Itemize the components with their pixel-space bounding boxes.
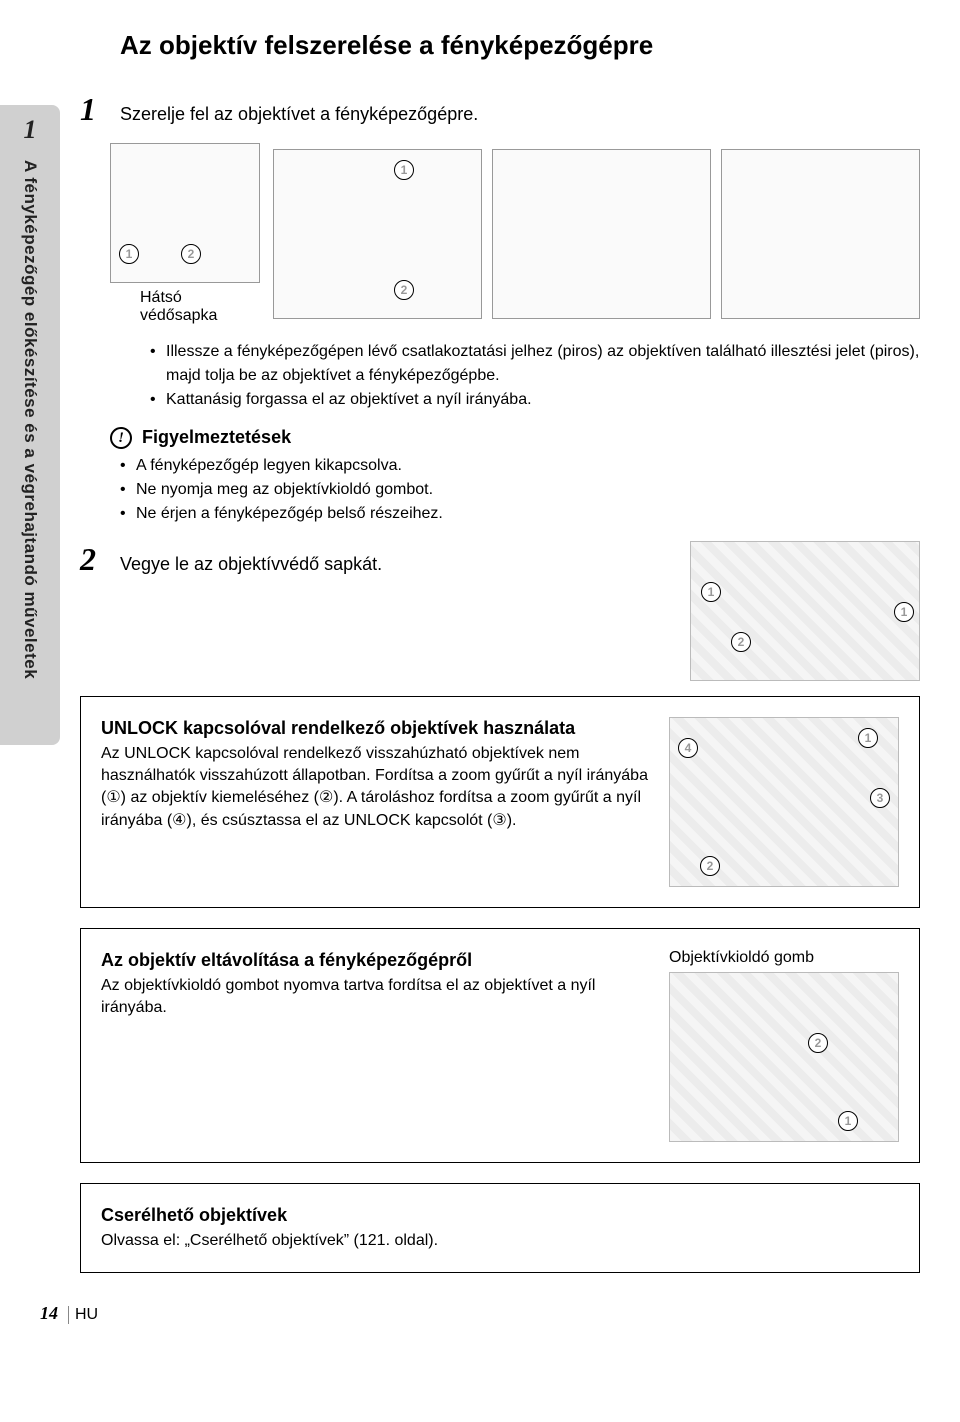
bullet-item: Illessze a fényképezőgépen lévő csatlako…	[150, 340, 920, 388]
warnings-heading: ! Figyelmeztetések	[110, 427, 920, 449]
bullet-item: A fényképezőgép legyen kikapcsolva.	[120, 454, 920, 478]
step-number: 2	[80, 541, 120, 578]
info-box-unlock: UNLOCK kapcsolóval rendelkező objektívek…	[80, 696, 920, 908]
language-code: HU	[68, 1306, 98, 1324]
page: 1 A fényképezőgép előkészítése és a végr…	[0, 0, 960, 1354]
info-body: Az UNLOCK kapcsolóval rendelkező visszah…	[101, 743, 649, 833]
page-footer: 14 HU	[40, 1303, 920, 1324]
bullet-list-attach: Illessze a fényképezőgépen lévő csatlako…	[150, 340, 920, 412]
step-number: 1	[80, 91, 120, 128]
figure-remove-cap: 1 2 1	[690, 541, 920, 681]
figure-attach-lens-row: 1 2 Hátsó védősapka 1 2	[80, 143, 920, 325]
warnings-title-text: Figyelmeztetések	[142, 427, 291, 447]
step-1: 1 Szerelje fel az objektívet a fényképez…	[80, 91, 920, 128]
figure-rear-cap: 1 2	[110, 143, 260, 283]
figure-camera-body: 1 2	[273, 149, 482, 319]
info-body: Olvassa el: „Cserélhető objektívek” (121…	[101, 1230, 899, 1252]
warnings-list: A fényképezőgép legyen kikapcsolva. Ne n…	[120, 454, 920, 526]
caution-icon: !	[110, 427, 132, 449]
info-box-remove: Az objektív eltávolítása a fényképezőgép…	[80, 928, 920, 1163]
figure-rear-cap-label: Hátsó védősapka	[140, 289, 263, 325]
figure-mount-rotate	[721, 149, 920, 319]
info-title: Cserélhető objektívek	[101, 1204, 899, 1227]
bullet-item: Ne érjen a fényképezőgép belső részeihez…	[120, 502, 920, 526]
figure-unlock-lens: 1 2 3 4	[669, 717, 899, 887]
bullet-item: Ne nyomja meg az objektívkioldó gombot.	[120, 478, 920, 502]
step-text: Szerelje fel az objektívet a fényképezőg…	[120, 102, 478, 127]
chapter-tab: 1 A fényképezőgép előkészítése és a végr…	[0, 105, 60, 745]
info-title: UNLOCK kapcsolóval rendelkező objektívek…	[101, 717, 649, 740]
chapter-number: 1	[24, 115, 37, 145]
figure-mount-align	[492, 149, 711, 319]
step-2: 2 Vegye le az objektívvédő sapkát.	[80, 541, 690, 578]
page-title: Az objektív felszerelése a fényképezőgép…	[120, 30, 920, 61]
info-title: Az objektív eltávolítása a fényképezőgép…	[101, 949, 649, 972]
figure-label: Objektívkioldó gomb	[669, 949, 899, 967]
page-number: 14	[40, 1303, 58, 1324]
info-body: Az objektívkioldó gombot nyomva tartva f…	[101, 975, 649, 1020]
chapter-label: A fényképezőgép előkészítése és a végreh…	[20, 160, 40, 679]
info-box-interchangeable: Cserélhető objektívek Olvassa el: „Cseré…	[80, 1183, 920, 1273]
figure-release-button: 1 2	[669, 972, 899, 1142]
bullet-item: Kattanásig forgassa el az objektívet a n…	[150, 388, 920, 412]
step-text: Vegye le az objektívvédő sapkát.	[120, 552, 382, 577]
